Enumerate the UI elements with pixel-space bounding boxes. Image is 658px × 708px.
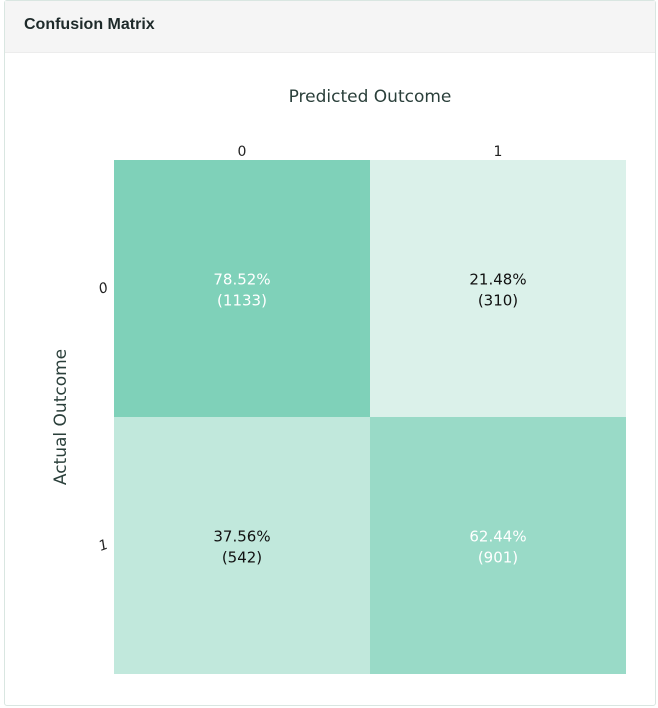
cell-percent-label: 78.52% (213, 271, 270, 289)
heatmap-cell (370, 160, 626, 417)
y-axis-title: Actual Outcome (51, 349, 71, 485)
cell-percent-label: 21.48% (469, 271, 526, 289)
cell-count-label: (542) (222, 549, 262, 567)
cell-count-label: (901) (478, 549, 518, 567)
x-tick-label: 1 (494, 144, 503, 160)
heatmap-cells (114, 160, 626, 674)
y-tick-label: 0 (97, 280, 111, 298)
panel-header: Confusion Matrix (5, 1, 655, 53)
heatmap-cell (114, 160, 370, 417)
heatmap-cell (370, 417, 626, 674)
cell-labels: 78.52% (1133) 21.48% (310) 37.56% (542) 62.44%… (213, 271, 526, 567)
cell-percent-label: 62.44% (469, 528, 526, 546)
x-axis-title: Predicted Outcome (289, 87, 452, 107)
cell-count-label: (1133) (217, 292, 267, 310)
x-tick-label: 0 (238, 144, 247, 160)
cell-count-label: (310) (478, 292, 518, 310)
cell-percent-label: 37.56% (213, 528, 270, 546)
y-tick-label: 1 (97, 537, 111, 555)
panel-title: Confusion Matrix (24, 16, 155, 33)
heatmap-cell (114, 417, 370, 674)
